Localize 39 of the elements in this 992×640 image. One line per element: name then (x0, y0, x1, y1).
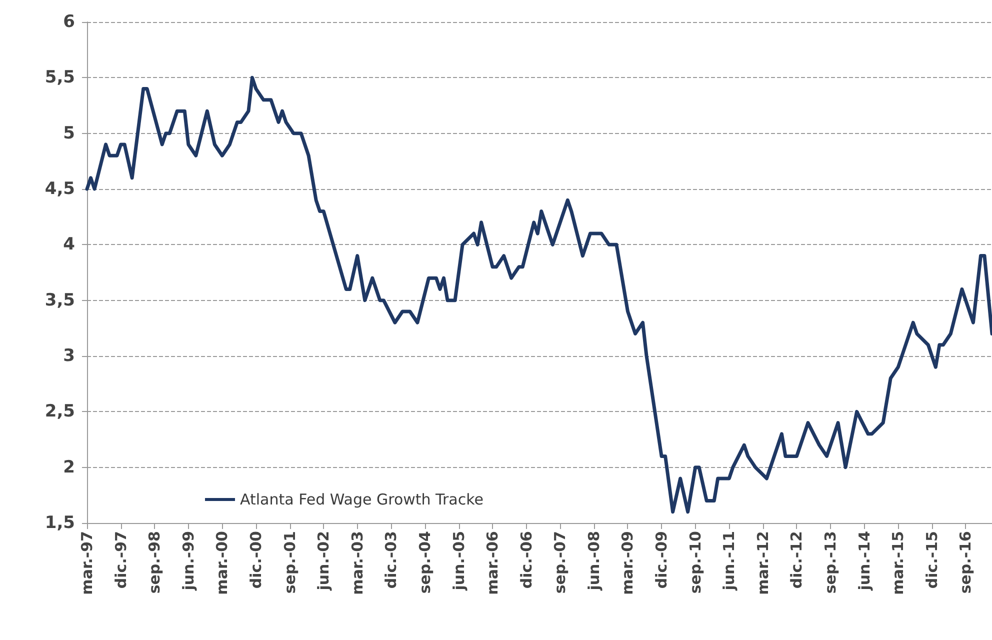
x-tick-label: jun.-08 (584, 531, 603, 592)
x-tick-label: dic.-97 (112, 531, 130, 589)
x-tick-label: dic.-15 (922, 531, 941, 589)
x-tick-label: jun.-11 (720, 531, 738, 592)
y-tick-label: 3 (63, 346, 75, 366)
x-tick-label: sep.-98 (146, 531, 164, 594)
y-tick-label: 6 (63, 12, 75, 32)
y-tick-label: 3,5 (44, 290, 75, 310)
x-tick-label: dic.-06 (517, 531, 536, 589)
x-tick-label: jun.-14 (855, 531, 874, 592)
legend-label: Atlanta Fed Wage Growth Tracke (240, 490, 484, 508)
y-tick-label: 2 (63, 457, 75, 478)
x-tick-label: sep.-04 (416, 531, 434, 594)
x-tick-label: dic.-09 (652, 531, 671, 589)
x-tick-label: mar.-03 (348, 531, 366, 595)
x-tick-label: mar.-00 (213, 531, 232, 595)
x-tick-label: dic.-03 (382, 531, 400, 589)
x-tick-label: sep.-01 (280, 531, 299, 594)
x-tick-label: sep.-13 (822, 531, 840, 594)
x-tick-label: sep.-16 (956, 531, 975, 594)
y-tick-label: 4,5 (44, 179, 75, 199)
x-tick-label: jun.-05 (450, 531, 468, 592)
x-tick-label: mar.-06 (484, 531, 502, 595)
x-tick-label: dic.-12 (788, 531, 806, 589)
y-tick-label: 5 (63, 123, 75, 144)
x-tick-label: sep.-07 (551, 531, 570, 594)
x-tick-label: jun.-02 (314, 531, 333, 592)
x-tick-label: mar.-12 (754, 531, 772, 595)
y-tick-label: 2,5 (44, 402, 75, 422)
y-tick-label: 1,5 (44, 513, 75, 533)
x-tick-label: mar.-09 (618, 531, 637, 595)
x-tick-label: dic.-00 (246, 531, 265, 589)
x-tick-label: jun.-99 (179, 531, 198, 592)
x-tick-label: sep.-10 (686, 531, 704, 594)
y-tick-label: 4 (63, 234, 76, 255)
y-tick-label: 5,5 (44, 68, 75, 88)
x-tick-label: mar.-97 (78, 531, 96, 595)
x-tick-label: mar.-15 (889, 531, 908, 595)
line-series (85, 76, 992, 514)
